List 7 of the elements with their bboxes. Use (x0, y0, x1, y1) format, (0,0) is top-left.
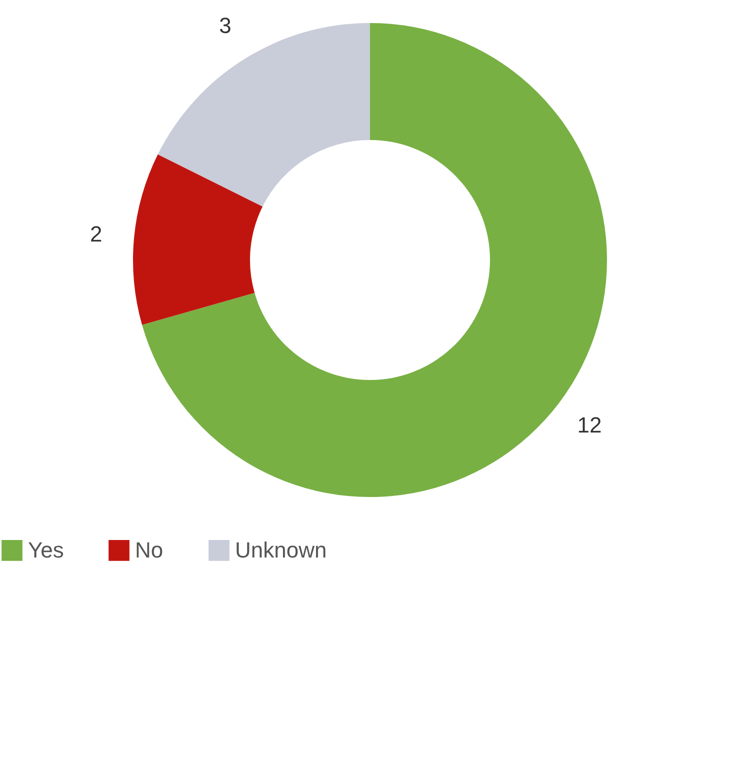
donut-slice (133, 154, 263, 325)
data-label: 2 (90, 222, 102, 247)
data-label: 12 (577, 412, 602, 438)
legend-label: No (135, 537, 164, 562)
legend-label: Yes (28, 537, 64, 562)
data-label: 3 (219, 13, 232, 38)
legend-label: Unknown (235, 537, 327, 562)
